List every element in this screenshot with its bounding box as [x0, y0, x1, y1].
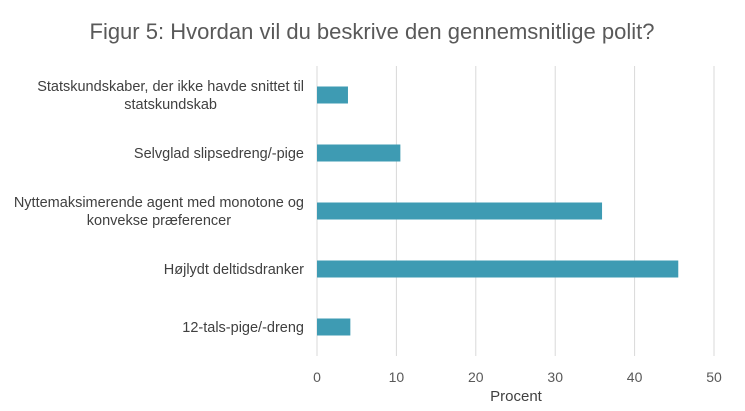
- x-tick-label: 50: [706, 369, 722, 385]
- category-label: Selvglad slipsedreng/-pige: [134, 146, 304, 162]
- x-tick-label: 40: [627, 369, 643, 385]
- category-label: Nyttemaksimerende agent med monotone og: [14, 195, 304, 211]
- category-labels: Statskundskaber, der ikke havde snittet …: [14, 79, 304, 336]
- x-tick-label: 20: [468, 369, 484, 385]
- x-tick-label: 30: [547, 369, 563, 385]
- bar: [317, 202, 603, 220]
- category-label: Statskundskaber, der ikke havde snittet …: [37, 79, 304, 95]
- bar: [317, 86, 348, 104]
- bar: [317, 318, 351, 336]
- x-axis-title: Procent: [490, 388, 543, 405]
- category-label: Højlydt deltidsdranker: [164, 262, 304, 278]
- category-label: konvekse præferencer: [87, 213, 231, 229]
- chart-title: Figur 5: Hvordan vil du beskrive den gen…: [90, 19, 655, 44]
- bar: [317, 144, 401, 162]
- category-label: 12-tals-pige/-dreng: [182, 320, 304, 336]
- bar: [317, 260, 679, 278]
- category-label: statskundskab: [124, 97, 217, 113]
- x-tick-labels: 0 10 20 30 40 50: [313, 369, 722, 385]
- x-tick-label: 10: [389, 369, 405, 385]
- x-tick-label: 0: [313, 369, 321, 385]
- bars: [317, 86, 679, 336]
